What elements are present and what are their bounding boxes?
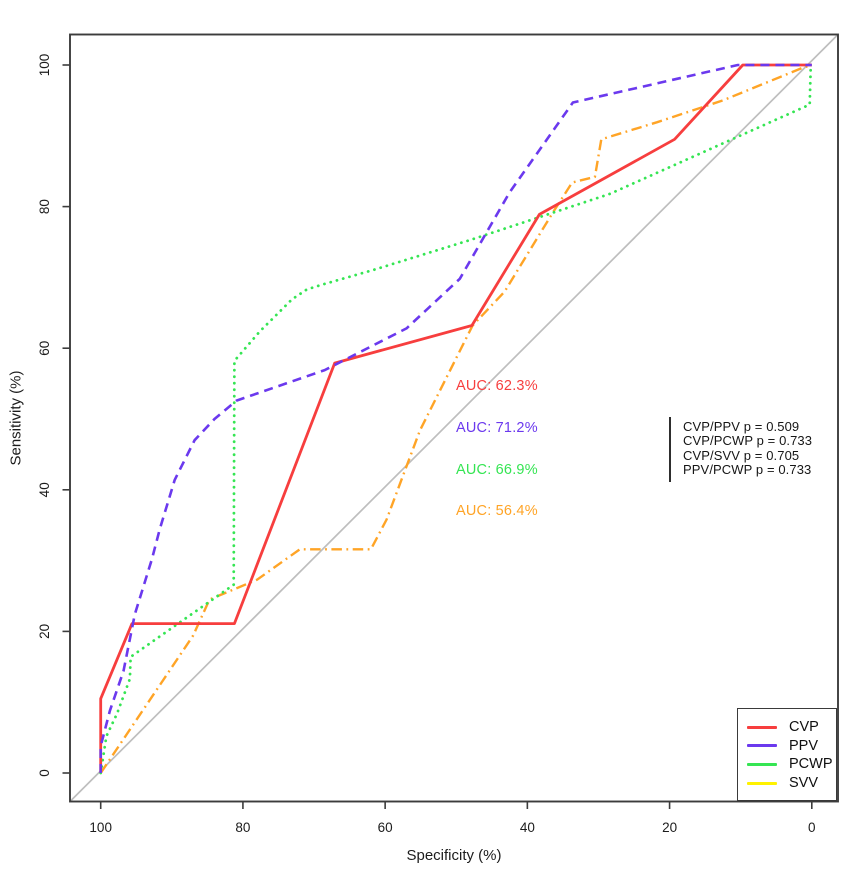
y-tick-label: 100: [37, 54, 52, 77]
legend-item-cvp: CVP: [738, 718, 836, 737]
legend-line-swatch-svv: [747, 781, 777, 785]
y-tick-label: 40: [37, 482, 52, 497]
roc-curve-svv: [99, 63, 813, 774]
auc-label-pcwp: AUC: 66.9%: [456, 462, 538, 478]
plot-border: [69, 33, 839, 803]
auc-label-svv: AUC: 56.4%: [456, 503, 538, 519]
x-tick-label: 60: [378, 820, 393, 835]
legend-line-swatch-cvp: [747, 725, 777, 729]
y-tick-label: 20: [37, 624, 52, 639]
auc-label-cvp: AUC: 62.3%: [456, 378, 538, 394]
legend-line-swatch-ppv: [747, 744, 777, 748]
legend-label-pcwp: PCWP: [789, 756, 833, 773]
roc-curve-pcwp: [99, 63, 814, 775]
legend-item-pcwp: PCWP: [738, 755, 836, 774]
legend-label-cvp: CVP: [789, 719, 819, 736]
pairwise-pvalue-annotation: CVP/PPV p = 0.509 CVP/PCWP p = 0.733 CVP…: [669, 417, 813, 483]
y-tick-label: 0: [37, 769, 52, 777]
legend-label-svv: SVV: [789, 775, 819, 792]
x-axis-title: Specificity (%): [406, 847, 502, 864]
legend: CVP PPV PCWP SVV: [737, 708, 837, 801]
auc-label-ppv: AUC: 71.2%: [456, 420, 538, 436]
chance-diagonal-line: [69, 33, 839, 803]
legend-line-swatch-pcwp: [747, 762, 777, 766]
pvalue-line-cvp-svv: CVP/SVV p = 0.705: [683, 447, 800, 463]
x-tick-label: 0: [808, 820, 816, 835]
x-tick-label: 100: [89, 820, 112, 835]
y-axis-title: Sensitivity (%): [7, 370, 25, 466]
x-tick-label: 80: [235, 820, 250, 835]
roc-curve-cvp: [99, 63, 812, 773]
x-tick-label: 20: [662, 820, 677, 835]
pvalue-line-cvp-pcwp: CVP/PCWP p = 0.733: [683, 433, 813, 449]
y-tick-label: 60: [37, 341, 52, 356]
y-tick-label: 80: [37, 199, 52, 214]
pvalue-line-ppv-pcwp: PPV/PCWP p = 0.733: [683, 461, 812, 477]
legend-label-ppv: PPV: [789, 737, 819, 754]
legend-item-svv: SVV: [738, 774, 836, 793]
pvalue-line-cvp-ppv: CVP/PPV p = 0.509: [683, 419, 800, 434]
x-tick-label: 40: [520, 820, 535, 835]
legend-item-ppv: PPV: [738, 737, 836, 756]
roc-curve-ppv: [99, 63, 812, 773]
